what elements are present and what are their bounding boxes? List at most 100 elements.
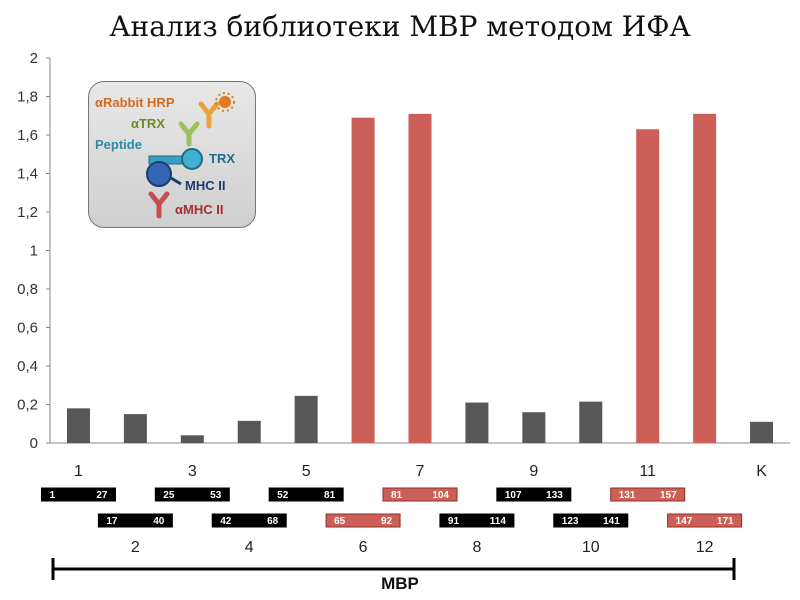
bar-2 xyxy=(123,414,147,443)
category-label-8: 8 xyxy=(472,539,481,556)
y-tick-label: 0,8 xyxy=(17,281,38,298)
category-label-6: 6 xyxy=(359,539,368,556)
legend-mhc-antibody: αMHC II xyxy=(175,202,224,217)
bar-1 xyxy=(66,408,90,443)
legend-trx-antibody: αTRX xyxy=(131,116,165,131)
category-label-2: 2 xyxy=(131,539,140,556)
segment-bar xyxy=(496,487,572,502)
y-tick-label: 1,6 xyxy=(17,127,38,144)
y-tick-label: 1 xyxy=(30,243,38,260)
segment-147-171: 147 171 xyxy=(667,513,743,528)
y-tick-label: 1,8 xyxy=(17,89,38,106)
y-tick-label: 1,4 xyxy=(17,166,38,183)
category-label-K: K xyxy=(756,463,767,480)
y-tick-label: 0,2 xyxy=(17,397,38,414)
y-tick-label: 1,2 xyxy=(17,204,38,221)
rabbit-hrp-antibody-icon xyxy=(198,101,220,129)
category-label-10: 10 xyxy=(582,539,600,556)
segment-bar xyxy=(268,487,344,502)
segment-81-104: 81 104 xyxy=(382,487,458,502)
segment-start: 1 xyxy=(49,490,55,501)
segment-start: 52 xyxy=(277,490,289,501)
segment-107-133: 107 133 xyxy=(496,487,572,502)
bar-7 xyxy=(408,113,432,443)
legend-peptide: Peptide xyxy=(95,137,142,152)
segment-end: 27 xyxy=(96,490,108,501)
segment-start: 42 xyxy=(220,516,232,527)
segment-start: 147 xyxy=(676,516,693,527)
category-label-5: 5 xyxy=(302,463,311,480)
segment-123-141: 123 141 xyxy=(553,513,629,528)
category-label-1: 1 xyxy=(74,463,83,480)
mhc-antibody-icon xyxy=(148,191,170,219)
category-label-9: 9 xyxy=(529,463,538,480)
segment-end: 157 xyxy=(660,490,677,501)
segment-1-27: 1 27 xyxy=(40,487,116,502)
segment-bar xyxy=(97,513,173,528)
bar-11 xyxy=(636,129,660,443)
segment-bar xyxy=(382,487,458,502)
segment-52-81: 52 81 xyxy=(268,487,344,502)
hrp-enzyme-icon xyxy=(215,92,235,112)
segment-bar xyxy=(40,487,116,502)
segment-end: 171 xyxy=(717,516,734,527)
mhc-icon xyxy=(146,161,172,187)
segment-end: 68 xyxy=(267,516,279,527)
bars xyxy=(66,113,774,444)
segment-17-40: 17 40 xyxy=(97,513,173,528)
segment-25-53: 25 53 xyxy=(154,487,230,502)
segment-start: 123 xyxy=(562,516,579,527)
category-label-3: 3 xyxy=(188,463,197,480)
segment-91-114: 91 114 xyxy=(439,513,515,528)
y-tick-label: 0,4 xyxy=(17,358,38,375)
bar-8 xyxy=(465,402,489,443)
segment-end: 92 xyxy=(381,516,393,527)
segment-bar xyxy=(667,513,743,528)
segment-end: 81 xyxy=(324,490,336,501)
chart-title: Анализ библиотеки МВР методом ИФА xyxy=(109,10,691,43)
bar-12 xyxy=(693,113,717,443)
y-tick-label: 2 xyxy=(30,50,38,67)
y-tick-label: 0 xyxy=(30,435,38,452)
mbp-label: MBP xyxy=(381,574,419,593)
segment-end: 104 xyxy=(432,490,449,501)
segment-start: 81 xyxy=(391,490,403,501)
trx-antibody-icon xyxy=(178,121,200,147)
mbp-bracket xyxy=(51,558,736,580)
bar-4 xyxy=(237,420,261,443)
bar-3 xyxy=(180,435,204,443)
category-label-7: 7 xyxy=(416,463,425,480)
segment-end: 141 xyxy=(603,516,620,527)
segment-start: 17 xyxy=(106,516,118,527)
segment-start: 107 xyxy=(505,490,522,501)
segment-42-68: 42 68 xyxy=(211,513,287,528)
legend-trx: TRX xyxy=(209,151,235,166)
legend-diagram xyxy=(146,92,235,219)
trx-icon xyxy=(181,148,203,170)
bar-6 xyxy=(351,117,375,444)
segment-bar xyxy=(439,513,515,528)
segment-bar xyxy=(553,513,629,528)
segment-end: 133 xyxy=(546,490,563,501)
segment-start: 25 xyxy=(163,490,175,501)
category-label-12: 12 xyxy=(696,539,714,556)
segment-131-157: 131 157 xyxy=(610,487,686,502)
segment-end: 53 xyxy=(210,490,222,501)
category-label-4: 4 xyxy=(245,539,254,556)
bar-9 xyxy=(522,412,546,443)
segment-end: 114 xyxy=(490,516,507,527)
y-ticks: 0 0,2 0,4 0,6 0,8 1 1,2 1,4 1,6 1,8 2 xyxy=(17,50,50,452)
legend-rabbit-hrp: αRabbit HRP xyxy=(95,95,175,110)
legend-mhc: MHC II xyxy=(185,178,226,193)
segment-bar xyxy=(154,487,230,502)
segment-bar xyxy=(325,513,401,528)
segment-bar xyxy=(610,487,686,502)
y-tick-label: 0,6 xyxy=(17,320,38,337)
category-label-11: 11 xyxy=(639,463,656,480)
bar-K xyxy=(750,421,774,443)
bar-5 xyxy=(294,395,318,443)
segment-start: 91 xyxy=(448,516,460,527)
legend-box: αRabbit HRP αTRX Peptide TRX MHC II αMHC… xyxy=(88,81,256,228)
